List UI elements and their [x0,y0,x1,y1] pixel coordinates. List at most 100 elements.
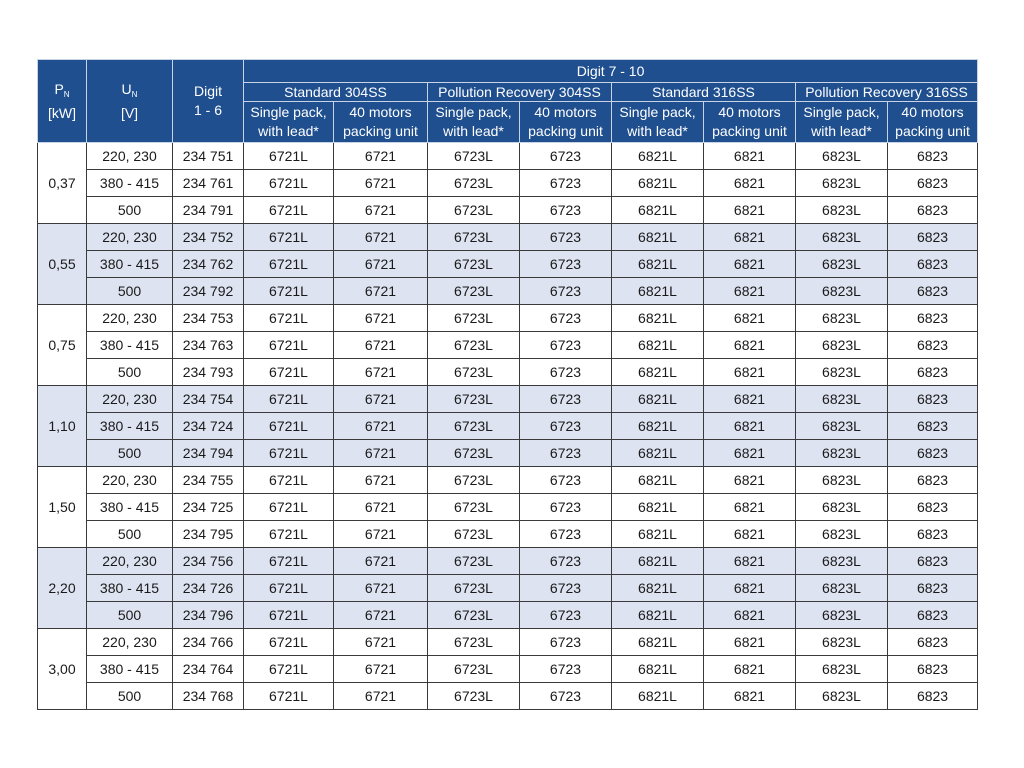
code-cell: 6721 [333,574,428,602]
code-cell: 6821L [611,169,704,197]
digit-cell: 234 726 [172,574,244,602]
code-cell: 6723 [519,547,612,575]
body-row: 500 234 795 6721L 6721 6723L 6723 6821L 6821 682… [38,520,979,548]
body-row: 380 - 415 234 724 6721L 6721 6723L 6723 6821L 6… [38,412,979,440]
code-cell: 6721 [333,439,428,467]
code-cell: 6723 [519,169,612,197]
power-cell: 3,00 [37,628,87,710]
code-cell: 6823L [795,547,888,575]
code-cell: 6821 [703,250,796,278]
code-cell: 6823 [886,223,979,251]
code-cell: 6723L [427,601,520,629]
code-cell: 6721 [333,682,428,710]
code-cell: 6823L [795,277,888,305]
code-cell: 6823L [795,439,888,467]
digit-cell: 234 724 [172,412,244,440]
code-cell: 6823L [795,655,888,683]
code-cell: 6721L [243,574,334,602]
voltage-cell: 380 - 415 [86,331,173,359]
code-cell: 6821L [611,439,704,467]
digit-range: 1 - 6 [193,102,222,118]
voltage-cell: 380 - 415 [86,574,173,602]
code-cell: 6823 [886,142,979,170]
code-cell: 6723 [519,466,612,494]
code-cell: 6823L [795,385,888,413]
code-cell: 6823 [886,385,979,413]
code-cell: 6723 [519,331,612,359]
code-cell: 6723L [427,439,520,467]
voltage-cell: 500 [86,196,173,224]
code-cell: 6721L [243,304,334,332]
body-row: 380 - 415 234 761 6721L 6721 6723L 6723 6821L 6… [38,169,979,197]
code-cell: 6821L [611,385,704,413]
code-cell: 6821 [703,682,796,710]
voltage-cell: 500 [86,601,173,629]
code-cell: 6823 [886,547,979,575]
group-header: Pollution Recovery 316SS [794,82,979,102]
code-cell: 6723L [427,169,520,197]
code-cell: 6823 [886,439,979,467]
code-cell: 6723 [519,520,612,548]
code-cell: 6721L [243,277,334,305]
code-cell: 6821 [703,412,796,440]
code-cell: 6723 [519,277,612,305]
code-cell: 6723 [519,304,612,332]
code-cell: 6821 [703,358,796,386]
group-header: Pollution Recovery 304SS [427,82,612,102]
body-row: 380 - 415 234 726 6721L 6721 6723L 6723 6821L 6… [38,574,979,602]
code-cell: 6721L [243,520,334,548]
group-header: Standard 316SS [611,82,796,102]
code-cell: 6723L [427,412,520,440]
code-cell: 6821 [703,331,796,359]
power-cell: 0,75 [37,304,87,386]
code-cell: 6721L [243,196,334,224]
digit-cell: 234 792 [172,277,244,305]
code-cell: 6723L [427,493,520,521]
digit-cell: 234 764 [172,655,244,683]
column-header: 40 motors packing unit [886,101,979,143]
code-cell: 6721L [243,250,334,278]
body-row: 3,00 220, 230 234 766 6721L 6721 6723L 6723 682… [37,628,979,710]
code-cell: 6823L [795,250,888,278]
code-cell: 6823 [886,520,979,548]
code-cell: 6721 [333,169,428,197]
code-cell: 6821 [703,601,796,629]
code-cell: 6821L [611,655,704,683]
code-cell: 6821 [703,520,796,548]
column-header-line: packing unit [895,123,970,139]
voltage-cell: 220, 230 [86,304,173,332]
column-header-line: 40 motors [901,104,964,120]
code-cell: 6721 [333,223,428,251]
code-cell: 6721L [243,466,334,494]
code-cell: 6721 [333,250,428,278]
code-cell: 6823L [795,196,888,224]
voltage-cell: 500 [86,682,173,710]
digit-7-10-header: Digit 7 - 10 [242,59,979,83]
code-cell: 6823 [886,304,979,332]
code-cell: 6821 [703,466,796,494]
digit-label: Digit [193,83,222,99]
code-cell: 6721 [333,547,428,575]
subscript: N [63,89,70,99]
code-cell: 6821 [703,169,796,197]
code-cell: 6723L [427,142,520,170]
code-cell: 6823L [795,304,888,332]
voltage-cell: 220, 230 [86,628,173,656]
code-cell: 6721 [333,628,428,656]
code-cell: 6723L [427,466,520,494]
column-header-line: Single pack, [619,104,696,120]
code-cell: 6821L [611,250,704,278]
digit-cell: 234 725 [172,493,244,521]
column-header: 40 motors packing unit [703,101,796,143]
code-cell: 6721L [243,142,334,170]
digit-cell: 234 768 [172,682,244,710]
code-cell: 6723 [519,223,612,251]
voltage-cell: 380 - 415 [86,493,173,521]
code-cell: 6821 [703,574,796,602]
body-row: 1,10 220, 230 234 754 6721L 6721 6723L 6723 682… [37,385,979,467]
code-cell: 6823 [886,169,979,197]
code-cell: 6823L [795,628,888,656]
code-cell: 6721 [333,385,428,413]
code-cell: 6721L [243,682,334,710]
column-header-line: with lead* [443,123,504,139]
